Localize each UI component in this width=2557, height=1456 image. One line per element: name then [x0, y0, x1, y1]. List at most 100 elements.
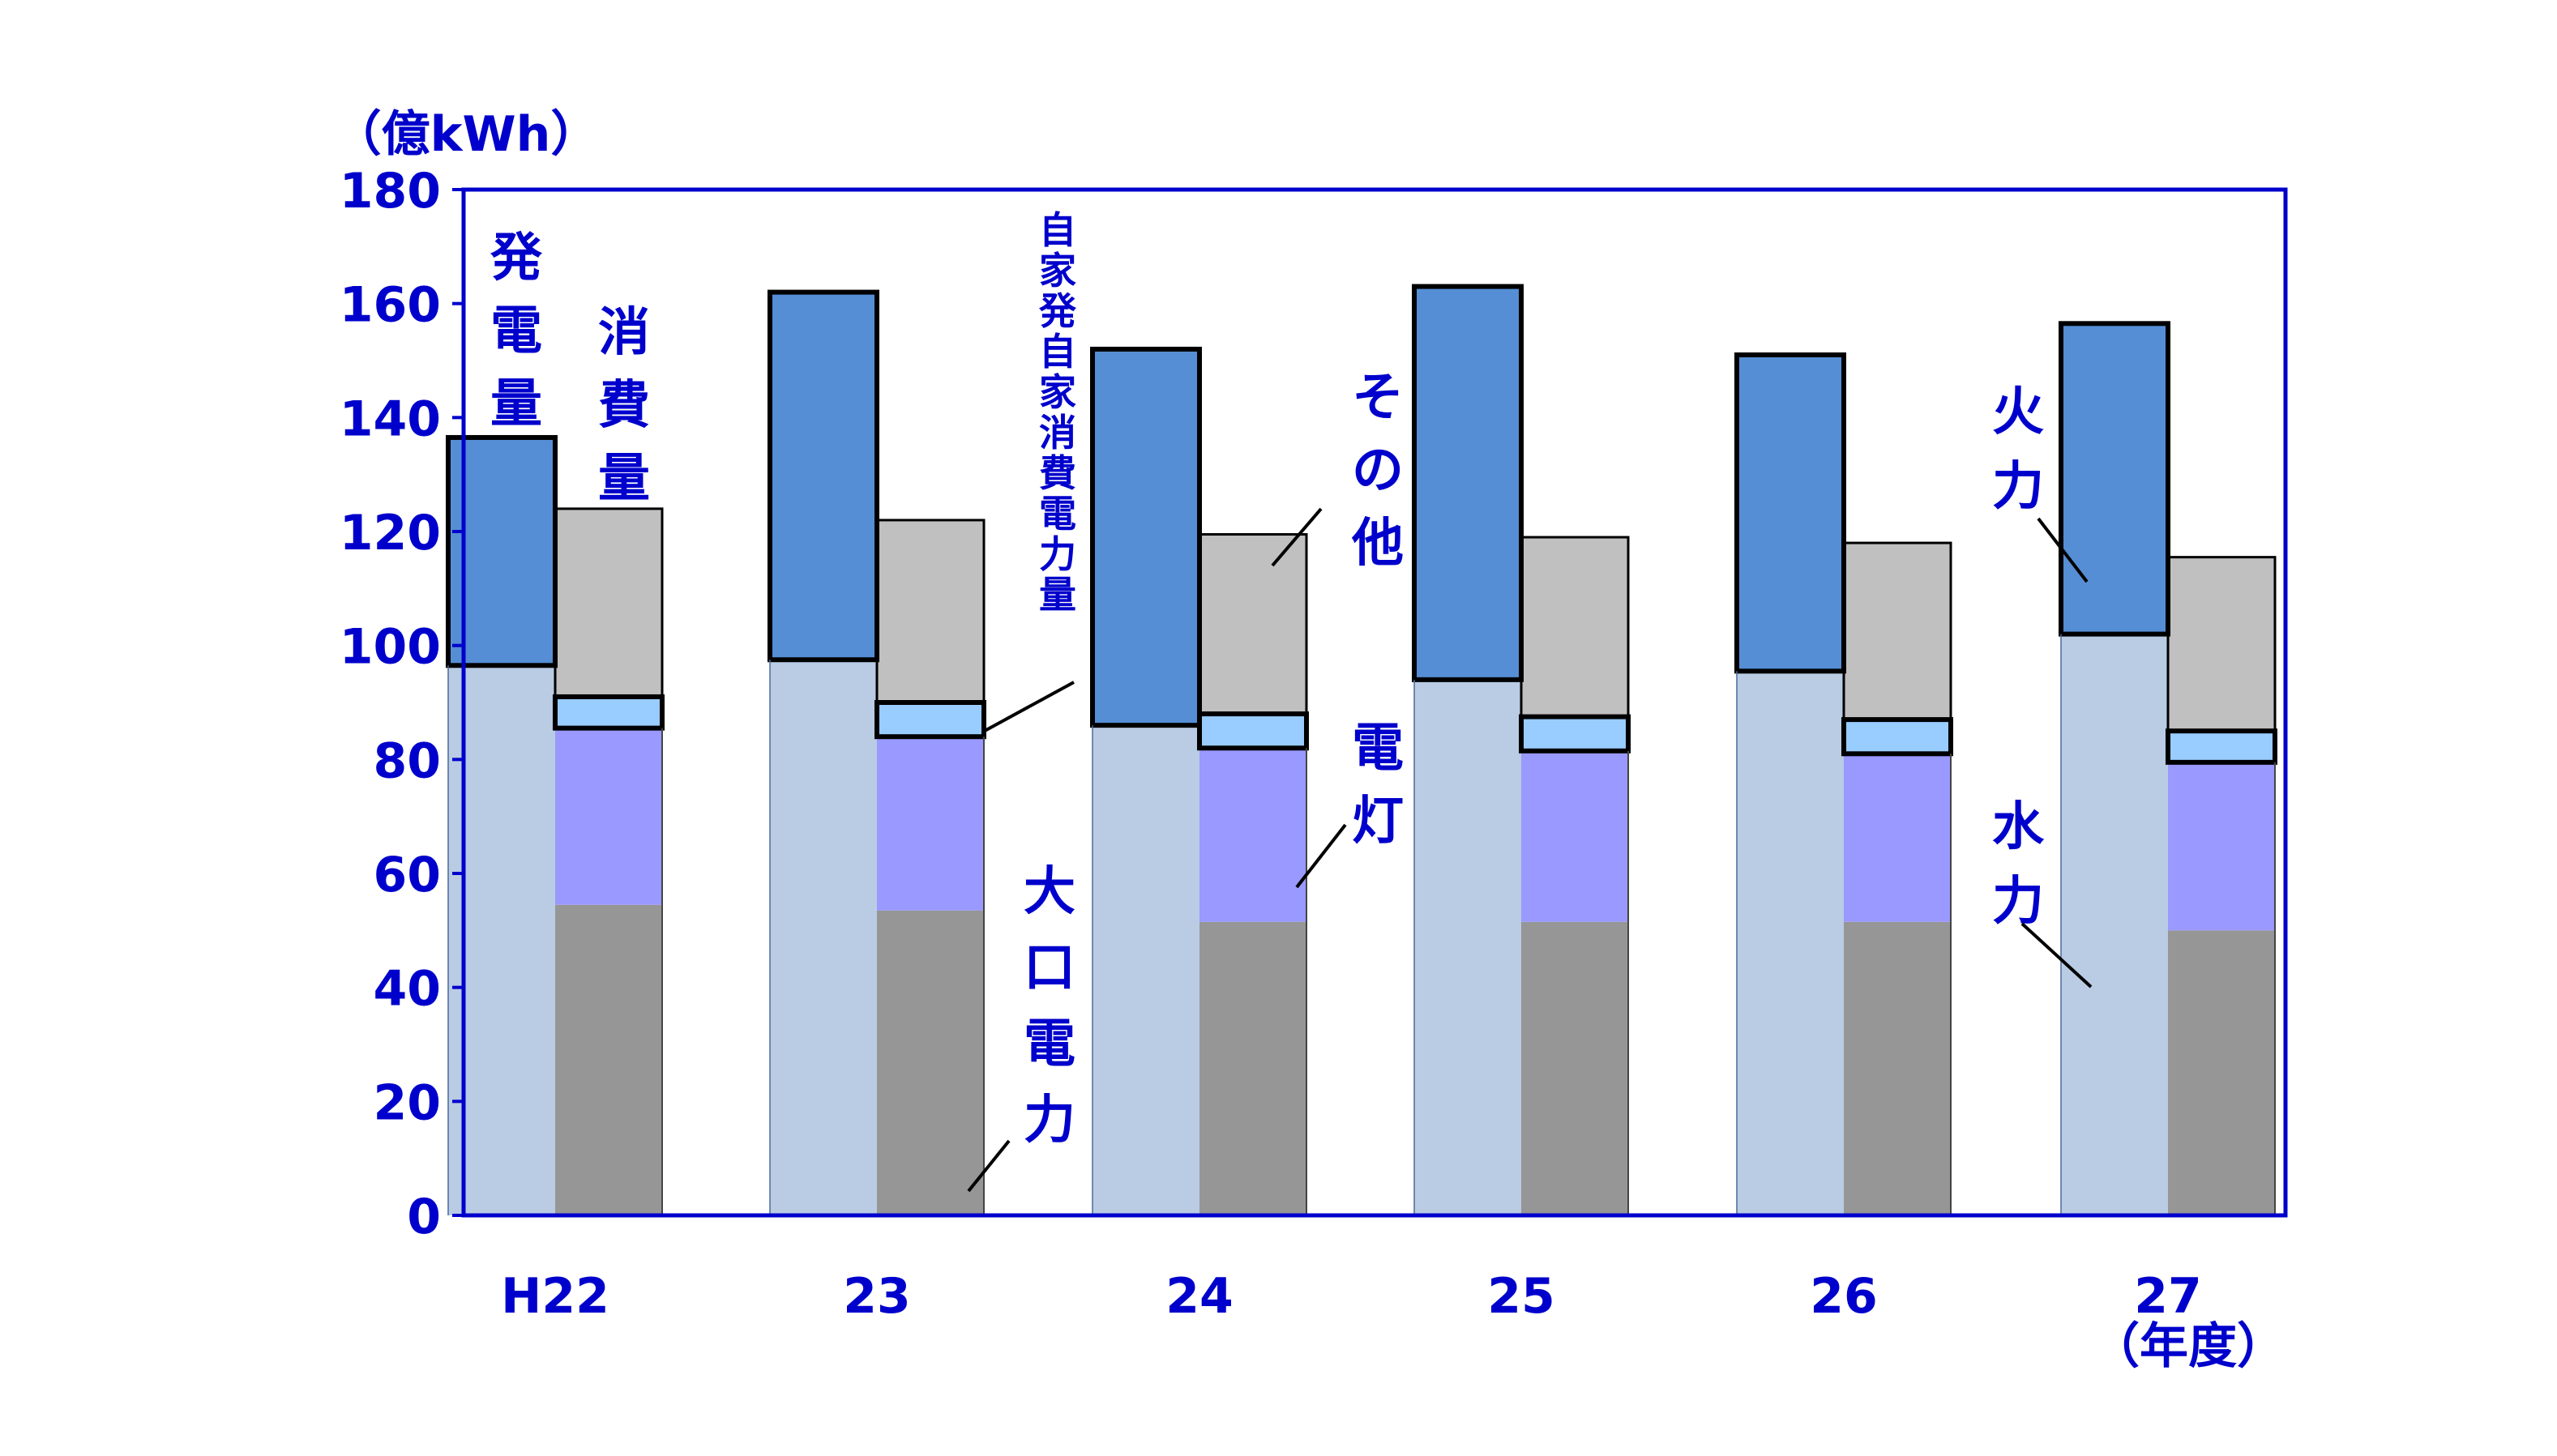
label-thermal-char: 火 — [1992, 382, 2044, 442]
y-tick-label: 180 — [340, 163, 441, 220]
x-tick-label: 24 — [1165, 1268, 1234, 1325]
plot-frame — [461, 187, 2288, 1218]
label-other-char: そ — [1352, 368, 1404, 428]
label-consumption-char: 費 — [598, 376, 650, 436]
y-tick-label: 40 — [374, 961, 442, 1018]
label-selfgen-char: 電 — [1039, 492, 1076, 536]
label-selfgen-char: 量 — [1039, 573, 1076, 617]
label-selfgen-char: 消 — [1039, 411, 1076, 455]
leader-large-power — [967, 1139, 1011, 1193]
y-tick-label: 60 — [374, 847, 442, 903]
label-other-char: の — [1352, 441, 1404, 501]
bar-generation-seg-0-2 — [1092, 725, 1199, 1215]
label-large-power-char: 電 — [1024, 1014, 1075, 1074]
bar-consumption-seg-0-3 — [1521, 921, 1628, 1215]
y-tick-label: 0 — [407, 1189, 441, 1245]
label-selfgen-char: 自 — [1039, 208, 1076, 252]
y-tick-label: 80 — [374, 732, 442, 789]
bar-consumption-seg-2-5 — [2168, 731, 2275, 762]
label-thermal: 火力 — [1992, 382, 2044, 517]
other-outline-5 — [2166, 556, 2277, 732]
bars-group — [448, 286, 2275, 1215]
label-selfgen-char: 力 — [1039, 532, 1076, 576]
label-selfgen-char: 費 — [1039, 451, 1076, 495]
y-tick-label: 140 — [340, 391, 441, 447]
leader-other — [1271, 507, 1323, 567]
label-thermal-char: 力 — [1992, 457, 2044, 517]
bar-generation-seg-1-3 — [1414, 286, 1521, 680]
bar-consumption-seg-3-4 — [1844, 543, 1951, 720]
x-tick-label: H22 — [501, 1268, 609, 1325]
bar-consumption-seg-3-0 — [555, 508, 662, 697]
other-outline-1 — [875, 519, 986, 704]
outlines-group — [446, 284, 2277, 1215]
other-outline-4 — [1842, 541, 1952, 721]
bar-generation-seg-1-4 — [1737, 354, 1844, 672]
bar-consumption-seg-2-3 — [1521, 716, 1628, 751]
thermal-outline-1 — [768, 289, 879, 663]
bar-consumption-seg-1-2 — [1199, 748, 1306, 922]
bar-consumption-seg-2-0 — [555, 696, 662, 728]
bar-generation-seg-0-1 — [770, 660, 877, 1215]
bar-generation-seg-1-5 — [2061, 323, 2168, 634]
bar-generation-seg-1-1 — [770, 292, 877, 660]
bar-generation-seg-0-5 — [2061, 634, 2168, 1215]
x-axis-label: （年度） — [2091, 1318, 2285, 1375]
x-tick-labels: H22 23 24 25 26 27 — [501, 1268, 2202, 1325]
label-consumption-char: 量 — [598, 449, 650, 509]
bar-consumption-seg-1-3 — [1521, 750, 1628, 922]
label-generation-char: 発 — [490, 228, 543, 288]
label-lighting: 電灯 — [1352, 719, 1404, 852]
bar-consumption-seg-3-2 — [1199, 534, 1306, 715]
axes-group — [452, 187, 2288, 1218]
bar-consumption-seg-2-4 — [1844, 719, 1951, 754]
label-hydro: 水力 — [1992, 797, 2045, 932]
bar-consumption-seg-3-5 — [2168, 557, 2275, 732]
bar-generation-seg-0-4 — [1737, 671, 1844, 1215]
label-generation-char: 電 — [490, 301, 542, 361]
other-outline-0 — [554, 507, 664, 698]
x-tick-label: 26 — [1810, 1268, 1878, 1325]
label-large-power-char: 力 — [1024, 1091, 1075, 1151]
bar-consumption-seg-0-1 — [877, 910, 984, 1215]
label-selfgen-char: 発 — [1039, 289, 1077, 333]
thermal-outline-5 — [2059, 321, 2170, 637]
label-large-power-char: 大 — [1024, 862, 1075, 922]
y-tick-label: 160 — [340, 277, 441, 334]
y-unit-label: （億kWh） — [333, 106, 600, 163]
thermal-outline-4 — [1734, 352, 1846, 674]
leader-lighting — [1295, 823, 1347, 889]
bar-consumption-seg-2-2 — [1199, 714, 1306, 749]
y-tick-label: 120 — [340, 505, 441, 561]
bar-consumption-seg-0-4 — [1844, 921, 1951, 1215]
y-tick-label: 20 — [374, 1074, 442, 1131]
x-tick-label: 27 — [2134, 1268, 2202, 1325]
bar-generation-seg-0-3 — [1414, 679, 1521, 1215]
bar-consumption-seg-0-5 — [2168, 930, 2275, 1215]
leader-thermal — [2037, 517, 2089, 583]
bar-consumption-seg-1-1 — [877, 737, 984, 911]
label-generation-char: 量 — [490, 374, 542, 434]
bar-consumption-seg-3-3 — [1521, 537, 1628, 717]
label-generation: 発電量 — [490, 228, 543, 434]
x-tick-label: 23 — [843, 1268, 911, 1325]
bar-generation-seg-1-0 — [448, 437, 555, 666]
label-hydro-char: 水 — [1992, 797, 2045, 857]
y-tick-label: 100 — [340, 619, 441, 676]
x-tick-label: 25 — [1487, 1268, 1555, 1325]
label-hydro-char: 力 — [1992, 872, 2044, 932]
label-other-char: 他 — [1351, 514, 1404, 574]
bar-consumption-seg-3-1 — [877, 519, 984, 702]
label-other: その他 — [1351, 368, 1404, 574]
bar-consumption-seg-0-2 — [1199, 921, 1306, 1215]
bar-consumption-seg-0-0 — [555, 904, 662, 1215]
leader-hydro — [2020, 922, 2093, 988]
leader-selfgen — [984, 681, 1075, 732]
bar-generation-seg-0-0 — [448, 665, 555, 1215]
bar-consumption-seg-1-5 — [2168, 762, 2275, 931]
label-lighting-char: 電 — [1352, 719, 1404, 779]
